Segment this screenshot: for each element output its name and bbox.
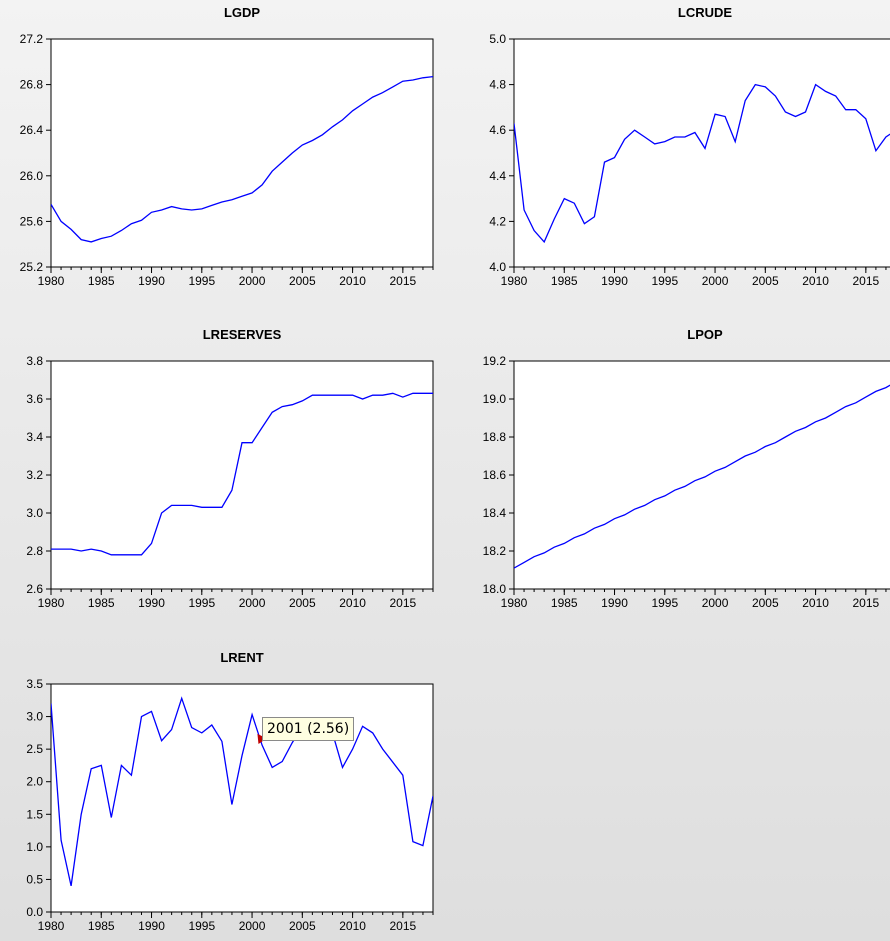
- plot-area: [513, 38, 890, 268]
- y-tick-label: 26.4: [20, 123, 44, 137]
- x-tick-label: 1990: [601, 274, 628, 288]
- chart-title: LGDP: [224, 5, 260, 20]
- x-tick-label: 2005: [289, 919, 316, 933]
- x-tick-label: 1990: [138, 596, 165, 610]
- chart-panel-lcrude: LCRUDE 4.0 4.2 4.4 4.6 4.8 5.0 1980 1985 1990 1995…: [489, 5, 890, 288]
- x-tick-label: 1995: [651, 274, 678, 288]
- x-tick-label: 2000: [239, 274, 266, 288]
- x-tick-label: 2000: [702, 274, 729, 288]
- y-tick-label: 25.6: [20, 214, 44, 228]
- chart-title: LRENT: [220, 650, 263, 665]
- x-tick-label: 1985: [88, 274, 115, 288]
- chart-title: LPOP: [687, 327, 723, 342]
- x-tick-label: 2000: [239, 919, 266, 933]
- y-tick-label: 3.0: [26, 710, 43, 724]
- y-tick-label: 4.8: [489, 78, 506, 92]
- x-tick-label: 1985: [551, 596, 578, 610]
- y-tick-label: 2.6: [26, 582, 43, 596]
- chart-title: LRESERVES: [203, 327, 282, 342]
- x-tick-label: 1980: [38, 596, 65, 610]
- y-tick-label: 27.2: [20, 32, 44, 46]
- x-tick-label: 1995: [188, 274, 215, 288]
- x-tick-label: 2010: [339, 274, 366, 288]
- plot-area: [50, 683, 434, 913]
- y-tick-label: 26.8: [20, 78, 44, 92]
- x-tick-label: 1995: [188, 919, 215, 933]
- x-tick-label: 2005: [752, 274, 779, 288]
- x-tick-label: 1985: [88, 596, 115, 610]
- series-line-lpop[interactable]: [514, 382, 890, 569]
- x-tick-label: 2000: [239, 596, 266, 610]
- y-tick-label: 2.0: [26, 775, 43, 789]
- y-tick-label: 3.6: [26, 392, 43, 406]
- chart-panel-lpop: LPOP 18.0 18.2 18.4 18.6 18.8 19.0 19.2 1980 1985…: [483, 327, 890, 610]
- x-tick-label: 2000: [702, 596, 729, 610]
- y-tick-label: 1.5: [26, 807, 43, 821]
- y-tick-label: 3.0: [26, 506, 43, 520]
- x-tick-label: 2015: [389, 274, 416, 288]
- x-tick-label: 1985: [88, 919, 115, 933]
- y-tick-label: 4.4: [489, 169, 506, 183]
- x-tick-label: 1995: [651, 596, 678, 610]
- x-tick-label: 1985: [551, 274, 578, 288]
- series-line-lcrude[interactable]: [514, 83, 890, 244]
- x-tick-label: 2015: [852, 596, 879, 610]
- chart-panel-lgdp: LGDP 25.2 25.6 26.0 26.4 26.8 27.2 1980 1985 1990…: [20, 5, 434, 288]
- y-tick-label: 2.5: [26, 742, 43, 756]
- chart-title: LCRUDE: [678, 5, 732, 20]
- y-tick-label: 3.4: [26, 430, 43, 444]
- y-tick-label: 19.2: [483, 354, 507, 368]
- y-tick-label: 18.0: [483, 582, 507, 596]
- x-tick-label: 1990: [138, 274, 165, 288]
- y-tick-label: 18.2: [483, 544, 507, 558]
- x-tick-label: 2015: [389, 919, 416, 933]
- y-tick-label: 1.0: [26, 840, 43, 854]
- x-tick-label: 1995: [188, 596, 215, 610]
- chart-panel-lreserves: LRESERVES 2.6 2.8 3.0 3.2 3.4 3.6 3.8 1980 1985 19…: [26, 327, 434, 610]
- y-tick-label: 19.0: [483, 392, 507, 406]
- series-line-lreserves[interactable]: [51, 392, 433, 556]
- x-tick-label: 2010: [802, 596, 829, 610]
- x-tick-label: 2015: [852, 274, 879, 288]
- x-tick-label: 1980: [501, 274, 528, 288]
- x-tick-label: 2015: [389, 596, 416, 610]
- y-tick-label: 4.6: [489, 123, 506, 137]
- x-tick-label: 1980: [38, 274, 65, 288]
- x-tick-label: 2005: [752, 596, 779, 610]
- y-tick-label: 3.2: [26, 468, 43, 482]
- y-tick-label: 4.2: [489, 214, 506, 228]
- y-tick-label: 18.8: [483, 430, 507, 444]
- series-line-lgdp[interactable]: [51, 75, 433, 243]
- x-tick-label: 2010: [802, 274, 829, 288]
- plot-area: [50, 360, 434, 590]
- x-tick-label: 2010: [339, 919, 366, 933]
- y-tick-label: 0.0: [26, 905, 43, 919]
- y-tick-label: 26.0: [20, 169, 44, 183]
- y-tick-label: 18.6: [483, 468, 507, 482]
- x-tick-label: 1980: [38, 919, 65, 933]
- plot-area: [513, 360, 890, 590]
- x-tick-label: 2010: [339, 596, 366, 610]
- y-tick-label: 4.0: [489, 260, 506, 274]
- x-tick-label: 1980: [501, 596, 528, 610]
- y-tick-label: 2.8: [26, 544, 43, 558]
- y-tick-label: 18.4: [483, 506, 507, 520]
- y-tick-label: 5.0: [489, 32, 506, 46]
- data-tooltip: 2001 (2.56): [262, 717, 355, 741]
- x-tick-label: 2005: [289, 274, 316, 288]
- y-tick-label: 3.5: [26, 677, 43, 691]
- chart-panel-lrent: LRENT 0.0 0.5 1.0 1.5 2.0 2.5 3.0 3.5 1980 1985 199…: [26, 650, 434, 933]
- x-tick-label: 1990: [601, 596, 628, 610]
- series-line-lrent[interactable]: [51, 696, 433, 887]
- plot-area: [50, 38, 434, 268]
- x-tick-label: 2005: [289, 596, 316, 610]
- y-tick-label: 3.8: [26, 354, 43, 368]
- y-tick-label: 25.2: [20, 260, 44, 274]
- y-tick-label: 0.5: [26, 872, 43, 886]
- x-tick-label: 1990: [138, 919, 165, 933]
